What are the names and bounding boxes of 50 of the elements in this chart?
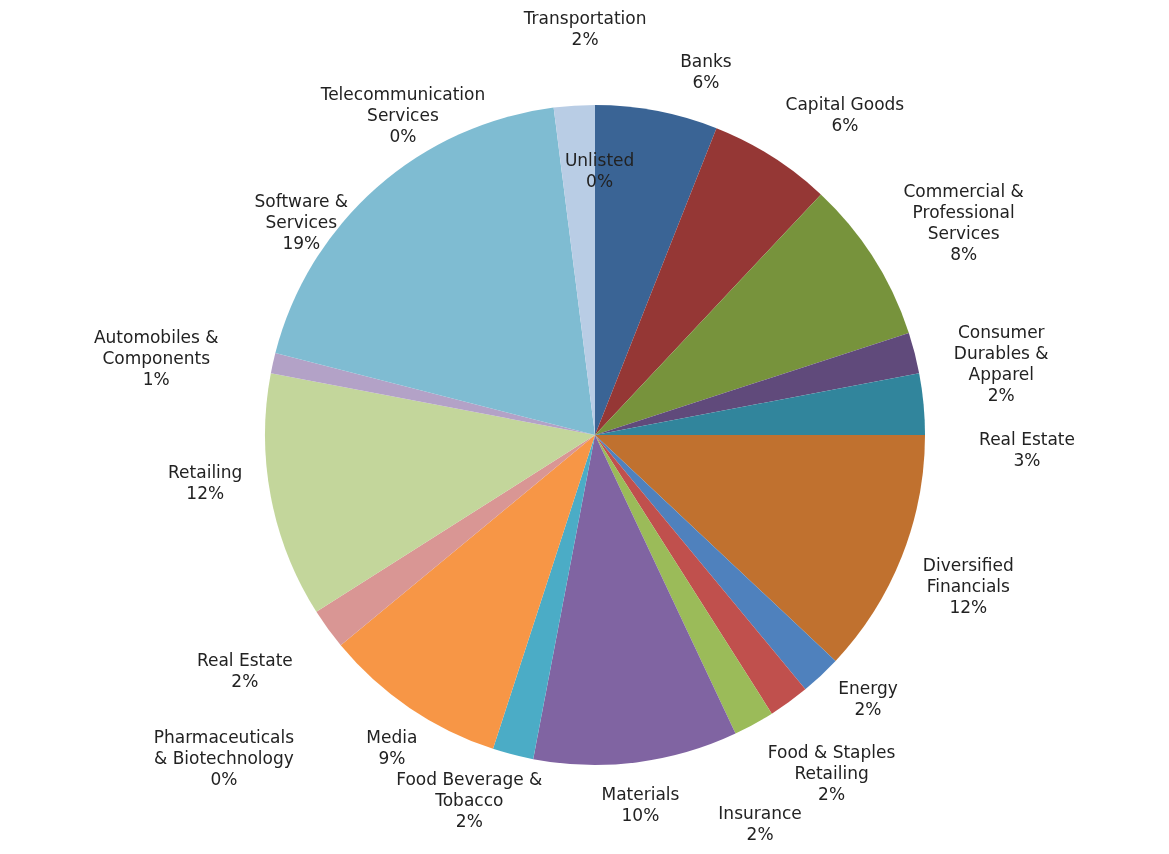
slice-label: Real Estate [196, 650, 293, 671]
data-label: 12% [186, 482, 225, 503]
pie-slice [595, 435, 806, 714]
data-label: 6% [692, 72, 720, 93]
data-label: 8% [950, 244, 978, 265]
data-label: 12% [949, 596, 988, 617]
data-label: 2% [818, 783, 846, 804]
pie-slice [595, 373, 925, 435]
pie-slice [265, 373, 595, 612]
slice-label: Energy [838, 677, 898, 698]
slice-label: Food & Staples Retailing [767, 741, 896, 783]
pie-slice [595, 333, 920, 435]
data-label: 3% [1013, 450, 1041, 471]
slice-label: Transportation [522, 8, 647, 29]
pie-slice [316, 435, 595, 646]
pie-slice [533, 435, 736, 765]
slice-label: Automobiles & Components [93, 326, 219, 368]
slice-label: Software & Services [254, 190, 349, 232]
pie-slice [595, 435, 772, 734]
slice-label: Media [366, 726, 418, 747]
pie-slice [493, 435, 595, 760]
data-label: 2% [455, 811, 483, 832]
pie-slice [595, 435, 925, 661]
data-label: 10% [621, 805, 660, 826]
slice-label: Food Beverage & Tobacco [396, 769, 543, 811]
data-label: 1% [142, 368, 170, 389]
slice-label: Commercial & Professional Services [903, 181, 1024, 244]
category-label: Pharmaceuticals & Biotechnology [153, 726, 295, 768]
slice-label: Diversified Financials [922, 554, 1014, 596]
slice-label: Banks [680, 51, 732, 72]
slice-label: Materials [601, 784, 680, 805]
pie-slice [340, 435, 595, 749]
pie-slice [270, 352, 595, 435]
slice-label: Consumer Durables & Apparel [953, 322, 1049, 385]
pie-slice [595, 435, 836, 690]
data-label: 19% [282, 232, 321, 253]
slice-label: Capital Goods [785, 94, 905, 115]
slice-label: Retailing [168, 461, 243, 482]
data-label: 2% [746, 823, 774, 844]
text: 0% [210, 768, 238, 789]
data-label: 2% [231, 671, 259, 692]
data-label: 9% [378, 747, 406, 768]
text: 0% [389, 126, 417, 147]
data-label: 2% [987, 385, 1015, 406]
slice-label: Real Estate [979, 429, 1075, 450]
category-label: Telecommunication Services [320, 84, 486, 126]
data-label: 6% [831, 115, 859, 136]
data-label: 2% [571, 29, 599, 50]
slice-label: Insurance [718, 802, 802, 823]
data-label: 2% [854, 698, 882, 719]
